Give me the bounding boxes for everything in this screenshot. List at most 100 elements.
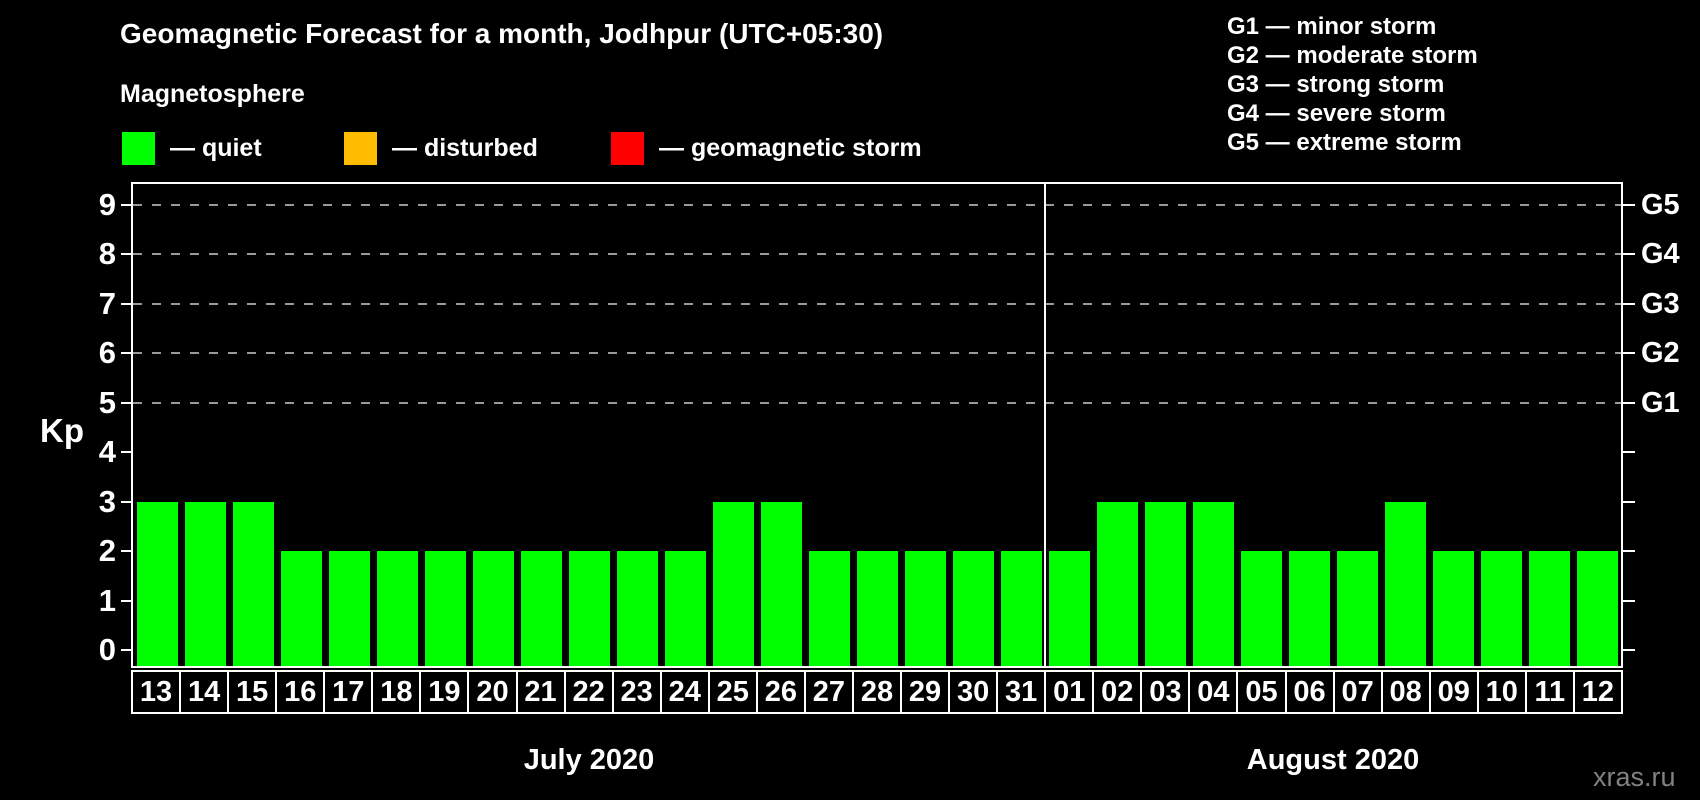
kp-bar-day-13 <box>136 501 178 666</box>
legend-item-quiet: — quiet <box>122 131 262 165</box>
x-axis-day-cells: 13 14 15 16 17 18 19 20 21 22 23 24 25 26 27 28 29 30 31 01… <box>131 670 1623 714</box>
month-label-july: July 2020 <box>523 744 655 776</box>
day-label-01: 01 <box>1046 670 1095 714</box>
magnetosphere-subtitle: Magnetosphere <box>120 80 305 108</box>
g-axis-label-g3: G3 <box>1641 287 1680 320</box>
day-label-02: 02 <box>1094 670 1143 714</box>
kp-bar-day-07 <box>1336 551 1378 666</box>
g-axis-label-g1: G1 <box>1641 386 1680 419</box>
day-label-06: 06 <box>1286 670 1335 714</box>
gridline-kp-7 <box>133 302 1621 305</box>
g-axis-label-g4: G4 <box>1641 238 1680 270</box>
gridline-kp-6 <box>133 352 1621 354</box>
kp-bar-day-25 <box>712 501 754 666</box>
kp-bar-day-03 <box>1144 501 1186 666</box>
day-label-25: 25 <box>709 670 758 714</box>
day-label-18: 18 <box>373 670 422 714</box>
g4-legend-line: G4 — severe storm <box>1227 100 1446 127</box>
kp-bar-day-23 <box>616 551 658 666</box>
y-axis-title-kp: Kp <box>40 412 84 449</box>
day-label-23: 23 <box>613 670 662 714</box>
g3-legend-line: G3 — strong storm <box>1227 71 1445 98</box>
gridline-kp-8 <box>133 253 1621 255</box>
disturbed-color-swatch <box>344 131 377 165</box>
day-label-08: 08 <box>1382 670 1431 714</box>
y-tick-label-7: 7 <box>98 285 116 321</box>
kp-bar-day-10 <box>1480 551 1522 666</box>
y-tick-label-2: 2 <box>98 533 116 568</box>
kp-bar-day-19 <box>424 551 466 666</box>
kp-bar-day-17 <box>328 551 370 666</box>
left-tick-8 <box>121 253 133 255</box>
day-label-14: 14 <box>181 670 230 714</box>
day-label-13: 13 <box>131 670 182 714</box>
left-tick-6 <box>121 352 133 354</box>
storm-color-swatch <box>611 131 644 165</box>
y-tick-label-6: 6 <box>98 335 116 370</box>
g-axis-label-g5: G5 <box>1641 188 1680 221</box>
kp-bar-day-29 <box>904 551 946 666</box>
quiet-color-swatch <box>122 131 155 165</box>
left-tick-9 <box>121 203 133 206</box>
day-label-03: 03 <box>1142 670 1191 714</box>
right-tick-3 <box>1623 500 1635 503</box>
kp-bar-day-26 <box>760 501 802 666</box>
day-label-05: 05 <box>1238 670 1287 714</box>
left-tick-3 <box>121 500 133 503</box>
kp-bar-day-15 <box>232 501 274 666</box>
right-tick-8 <box>1623 253 1635 255</box>
y-tick-label-3: 3 <box>98 483 116 519</box>
kp-bar-day-21 <box>520 551 562 666</box>
right-tick-7 <box>1623 302 1635 305</box>
month-label-august: August 2020 <box>1246 744 1420 776</box>
day-label-20: 20 <box>469 670 518 714</box>
right-tick-2 <box>1623 550 1635 552</box>
right-tick-5 <box>1623 401 1635 404</box>
kp-bar-day-14 <box>184 501 226 666</box>
kp-bar-day-31 <box>1000 551 1042 666</box>
kp-bar-day-05 <box>1240 551 1282 666</box>
plot-area <box>131 182 1623 668</box>
y-tick-label-1: 1 <box>98 582 116 618</box>
legend-label-storm: — geomagnetic storm <box>659 133 922 162</box>
kp-bar-day-24 <box>664 551 706 666</box>
day-label-31: 31 <box>998 670 1047 714</box>
gridline-kp-5 <box>133 401 1621 404</box>
y-tick-label-4: 4 <box>98 434 116 469</box>
right-tick-1 <box>1623 599 1635 602</box>
right-tick-9 <box>1623 203 1635 206</box>
left-tick-1 <box>121 599 133 602</box>
g2-legend-line: G2 — moderate storm <box>1227 42 1478 69</box>
kp-bar-day-04 <box>1192 501 1234 666</box>
y-tick-label-5: 5 <box>98 384 116 420</box>
kp-bar-day-16 <box>280 551 322 666</box>
day-label-11: 11 <box>1526 670 1575 714</box>
day-label-17: 17 <box>325 670 374 714</box>
day-label-30: 30 <box>950 670 999 714</box>
kp-bar-day-08 <box>1384 501 1426 666</box>
kp-bar-day-12 <box>1576 551 1618 666</box>
right-tick-0 <box>1623 649 1635 651</box>
kp-bar-day-01 <box>1048 551 1090 666</box>
left-tick-0 <box>121 649 133 651</box>
kp-bar-day-18 <box>376 551 418 666</box>
day-label-19: 19 <box>421 670 470 714</box>
g-scale-legend: G1 — minor storm G2 — moderate storm G3 … <box>1227 12 1478 157</box>
day-label-09: 09 <box>1430 670 1479 714</box>
day-label-04: 04 <box>1190 670 1239 714</box>
day-label-22: 22 <box>565 670 614 714</box>
kp-bar-day-09 <box>1432 551 1474 666</box>
day-label-12: 12 <box>1574 670 1623 714</box>
month-separator <box>1044 184 1046 666</box>
kp-bar-day-02 <box>1096 501 1138 666</box>
day-label-27: 27 <box>805 670 854 714</box>
day-label-15: 15 <box>229 670 278 714</box>
legend-label-disturbed: — disturbed <box>392 133 538 162</box>
kp-bar-day-30 <box>952 551 994 666</box>
watermark: xras.ru <box>1593 762 1676 792</box>
right-tick-6 <box>1623 352 1635 354</box>
kp-bar-day-27 <box>808 551 850 666</box>
gridline-kp-9 <box>133 203 1621 206</box>
y-tick-label-0: 0 <box>98 632 116 667</box>
